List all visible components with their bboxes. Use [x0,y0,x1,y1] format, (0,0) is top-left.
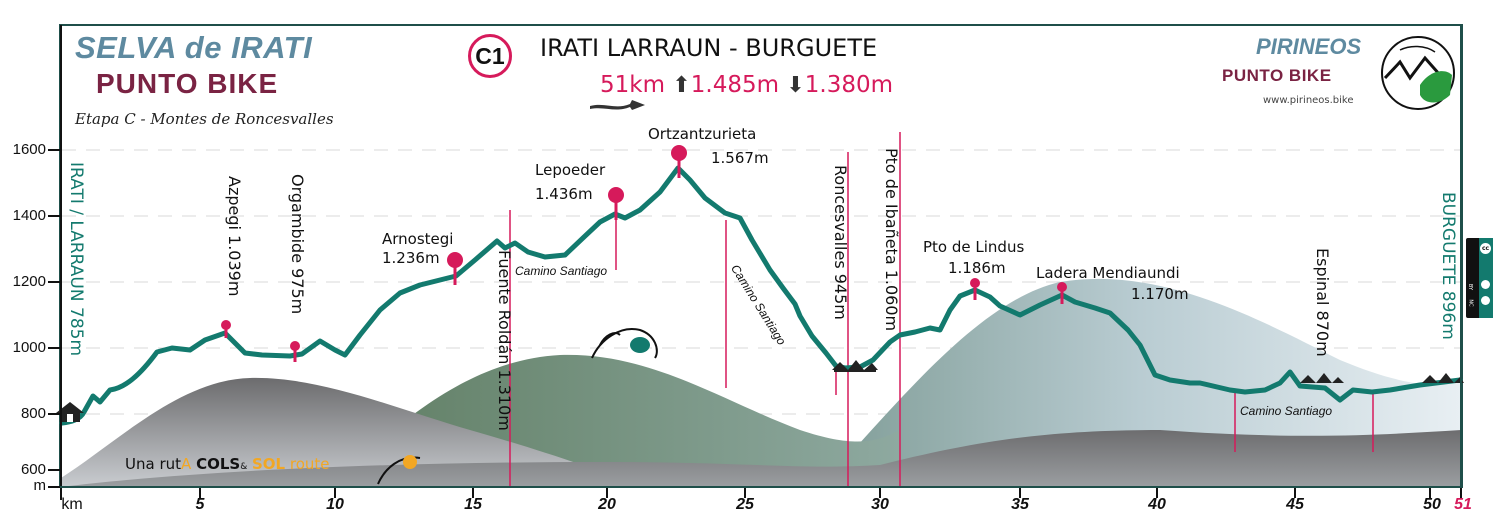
y-tick-1000: 1000 [12,339,46,356]
lepoeder-name: Lepoeder [535,161,606,179]
camino-santiago-3: Camino Santiago [1240,404,1333,418]
arnostegi-name: Arnostegi [382,230,454,248]
hill-grey-left [61,377,640,487]
logo-url[interactable]: www.pirineos.bike [1263,95,1354,106]
lepoeder-elevation: 1.436m [535,185,593,203]
village-espinal-icon [1300,373,1344,383]
distance: 51km [600,72,665,98]
x-tick-20: 20 [598,496,616,513]
y-tick-600: 600 [20,461,46,478]
espinal-label: Espinal 870m [1313,248,1332,357]
azpegi-label: Azpegi 1.039m [225,176,244,297]
poi-lines [509,132,1374,487]
ortzantzurieta-name: Ortzantzurieta [648,125,757,143]
lindus-name: Pto de Lindus [923,238,1025,256]
cols-sol-credit: Una rutA COLS& SOL route [125,455,330,473]
poi-pins [221,145,1067,362]
x-tick-35: 35 [1011,496,1029,513]
y-tick-1200: 1200 [12,273,46,290]
logo-title: PIRINEOS [1256,34,1362,59]
y-tick-1400: 1400 [12,207,46,224]
x-tick-51: 51 [1454,496,1472,513]
route-code: C1 [475,42,505,69]
ortzantzurieta-elevation: 1.567m [711,149,769,167]
x-unit: km [61,496,83,513]
fuente-roldan-label: Fuente Roldán 1.310m [495,250,514,431]
route-code-badge: C1 [468,34,512,78]
village-burguete-icon [1422,373,1464,383]
house-start-icon [56,402,84,422]
ladera-name: Ladera Mendiaundi [1036,264,1180,282]
logo-subtitle: PUNTO BIKE [1222,66,1332,85]
x-tick-45: 45 [1286,496,1304,513]
brand-subtitle: PUNTO BIKE [96,68,279,99]
descent: 1.380m [804,72,893,98]
elevation-profile-line [59,165,1463,426]
nc-icon [1481,296,1490,305]
x-tick-15: 15 [464,496,482,513]
x-tick-40: 40 [1148,496,1166,513]
nc-label: NC [1467,299,1474,307]
lindus-elevation: 1.186m [948,259,1006,277]
direction-arrow-icon [590,100,645,110]
village-roncesvalles-icon [832,360,878,372]
x-tick-10: 10 [326,496,344,513]
by-icon [1481,280,1490,289]
down-arrow-icon: ⬇ [786,73,805,98]
by-label: BY [1467,283,1474,291]
x-tick-50: 50 [1423,496,1441,513]
up-arrow-icon: ⬆ [672,73,691,98]
hill-blue [820,278,1461,487]
end-label: BURGUETE 896m [1438,192,1458,340]
y-tick-800: 800 [20,405,46,422]
village-icons [56,360,1464,422]
route-title: IRATI LARRAUN - BURGUETE [540,34,878,62]
cc-icon: cc [1480,243,1491,254]
mountain-cyclist-logo-icon [1381,36,1455,110]
route-stats: 51km ⬆1.485m ⬇1.380m [600,72,893,98]
creative-commons-by-nc-icon[interactable]: cc BY NC [1466,238,1493,318]
y-unit: m [33,477,47,494]
y-tick-1600: 1600 [12,141,46,158]
x-tick-30: 30 [871,496,889,513]
stage-subtitle: Etapa C - Montes de Roncesvalles [75,110,334,128]
x-tick-25: 25 [736,496,754,513]
arnostegi-elevation: 1.236m [382,249,440,267]
orgambide-label: Orgambide 975m [288,174,307,315]
start-label: IRATI / LARRAUN 785m [66,162,86,357]
cyclist-icon-middle [591,328,658,359]
ladera-elevation: 1.170m [1131,285,1189,303]
x-tick-5: 5 [195,496,205,513]
hill-grey-bottom [61,430,1461,487]
cyclist-sun-icon-bottom [377,455,421,485]
axes [48,25,1462,500]
camino-santiago-1: Camino Santiago [515,264,608,278]
ascent: 1.485m [690,72,779,98]
roncesvalles-label: Roncesvalles 945m [831,165,850,320]
brand-title: SELVA de IRATI [75,30,313,65]
ibaneta-label: Pto de Ibañeta 1.060m [882,148,901,332]
